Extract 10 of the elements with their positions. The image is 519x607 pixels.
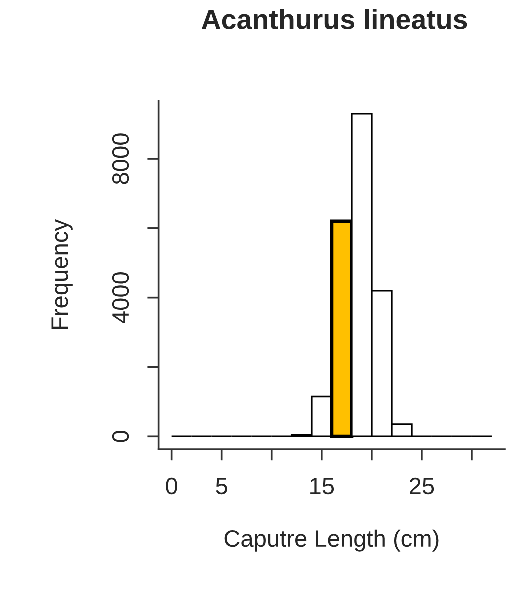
x-axis-title: Caputre Length (cm): [224, 530, 439, 552]
x-tick-label: 25: [410, 478, 434, 495]
y-tick-label: 8000: [112, 134, 130, 184]
x-tick-label: 5: [216, 478, 228, 495]
y-tick-label: 4000: [112, 272, 130, 324]
x-tick-label: 15: [310, 478, 334, 495]
y-axis-title: Frequency: [52, 220, 73, 330]
chart-title: Acanthurus lineatus: [202, 9, 468, 30]
y-tick-label: 0: [112, 431, 130, 442]
x-tick-label: 0: [166, 478, 178, 495]
